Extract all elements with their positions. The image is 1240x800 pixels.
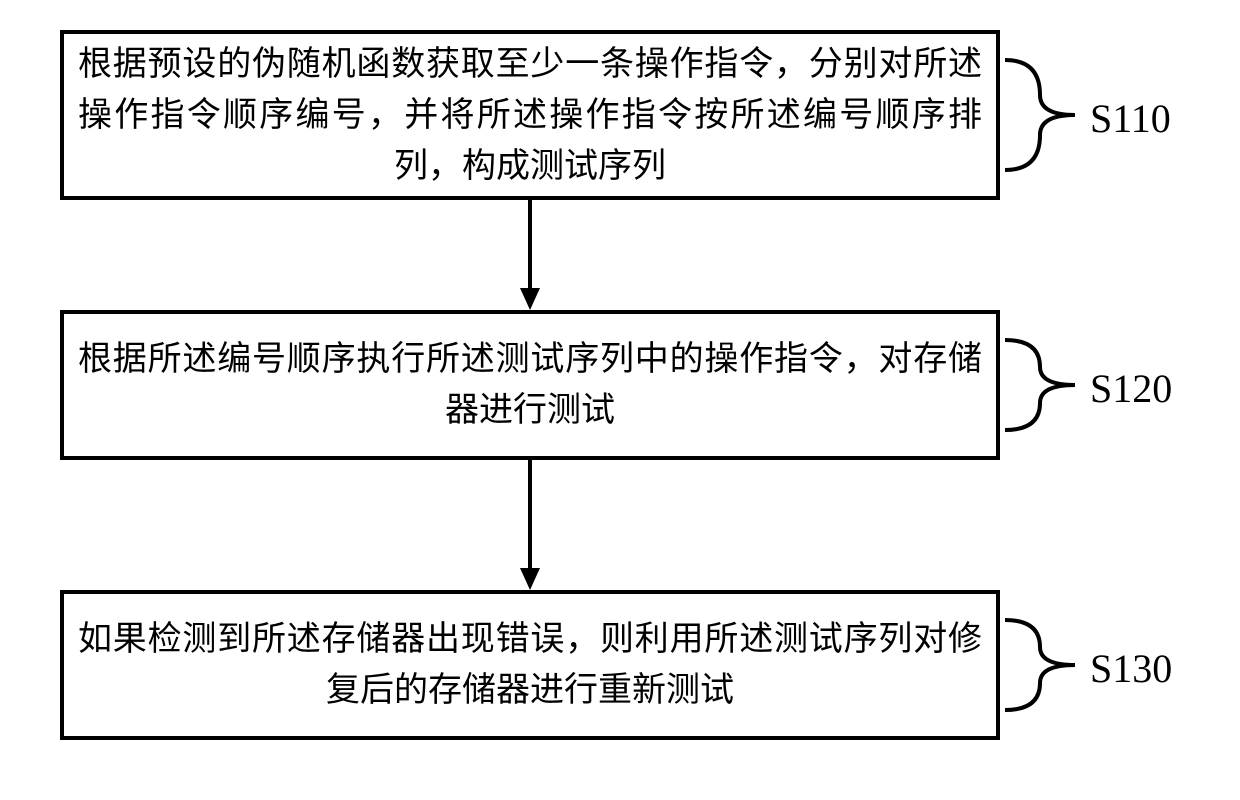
flowchart-canvas: 根据预设的伪随机函数获取至少一条操作指令，分别对所述操作指令顺序编号，并将所述操… xyxy=(0,0,1240,800)
brace-3 xyxy=(0,0,1240,800)
flowchart-step-3-label: S130 xyxy=(1090,645,1172,692)
